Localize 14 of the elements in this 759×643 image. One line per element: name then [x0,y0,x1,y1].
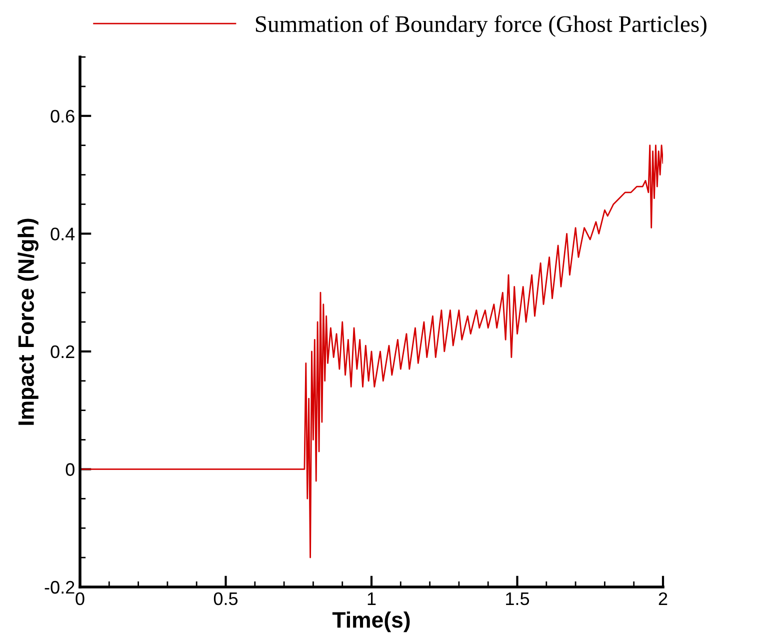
y-tick-label: -0.2 [44,580,74,594]
line-series [80,144,663,558]
x-axis-title: Time(s) [332,611,410,632]
y-axis-title: Impact Force (N/gh) [18,218,38,425]
x-tick-label: 1 [368,592,376,605]
x-tick-label: 2 [658,592,668,605]
y-tick-label: 0.4 [50,228,75,240]
y-tick-label: 0.6 [50,110,74,123]
x-tick-label: 0 [76,592,84,606]
x-tick-label: 1.5 [506,592,530,606]
y-tick-label: 0 [66,463,74,476]
y-tick-label: 0.2 [50,345,74,358]
x-tick-label: 0.5 [214,592,238,606]
text: Summation of Boundary force (Ghost Particles) [256,15,706,37]
